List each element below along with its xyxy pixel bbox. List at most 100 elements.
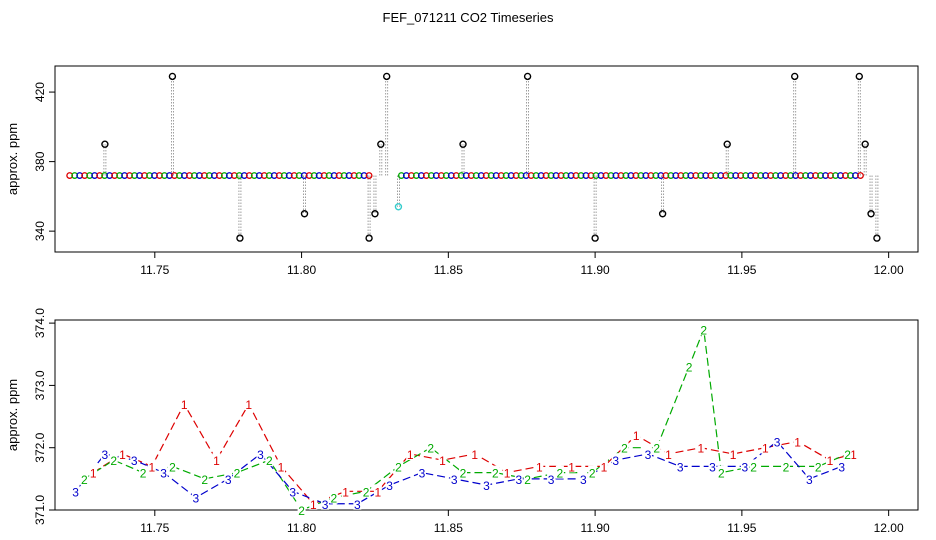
series-3-label-bg — [611, 453, 620, 467]
series-1-point: 1 — [149, 460, 156, 474]
series-2-point: 2 — [700, 323, 707, 337]
top-ytick-label: 340 — [33, 221, 47, 241]
bottom-ytick-label: 371.0 — [33, 495, 47, 525]
top-spike-point — [523, 72, 532, 81]
series-2-label-bg — [80, 471, 89, 485]
series-3-point: 3 — [289, 485, 296, 499]
series-3-label-bg — [417, 465, 426, 479]
top-axes: 11.75 11.80 11.85 11.90 11.95 12.00 340 380 420 — [33, 82, 904, 277]
bottom-ytick-label: 374.0 — [33, 308, 47, 338]
series-3-point: 3 — [548, 473, 555, 487]
series-2-point: 2 — [234, 467, 241, 481]
series-1-point: 1 — [90, 467, 97, 481]
series-2-label-bg — [139, 465, 148, 479]
series-1-point: 1 — [730, 448, 737, 462]
series-2-point: 2 — [815, 460, 822, 474]
series-3-line — [75, 440, 842, 505]
series-2-point: 2 — [169, 460, 176, 474]
bottom-xtick-label: 11.90 — [581, 521, 610, 535]
series-2-label-bg — [297, 503, 306, 516]
series-2-point: 2 — [492, 467, 499, 481]
series-2-label-bg — [749, 459, 758, 473]
bottom-ylabel: approx. ppm — [5, 379, 20, 451]
series-3-label-bg — [159, 465, 168, 479]
series-2-point: 2 — [110, 454, 117, 468]
top-spike-point — [867, 210, 875, 218]
series-1-point: 1 — [213, 454, 220, 468]
top-spike-point — [394, 203, 403, 211]
series-1-point: 1 — [181, 398, 188, 412]
series-3-point: 3 — [131, 454, 138, 468]
top-stems — [103, 76, 879, 239]
series-2-point: 2 — [718, 467, 725, 481]
series-2-point: 2 — [750, 460, 757, 474]
series-2-point: 2 — [460, 467, 467, 481]
series-3-label-bg — [482, 478, 491, 492]
series-2-label-bg — [699, 322, 708, 336]
top-spike-point — [371, 210, 379, 218]
series-1-point: 1 — [278, 460, 285, 474]
top-spike-point — [365, 234, 373, 242]
series-2-label-bg — [109, 453, 118, 467]
top-spike-point — [300, 210, 309, 218]
series-2-label-bg — [588, 465, 597, 479]
series-2-label-bg — [814, 459, 823, 473]
series-1-label-bg — [793, 434, 802, 448]
series-1-point: 1 — [665, 448, 672, 462]
series-3-point: 3 — [774, 435, 781, 449]
series-3-label-bg — [643, 446, 652, 460]
series-2-label-bg — [265, 453, 274, 467]
bottom-panel: approx. ppm 11.75 11.80 11.85 11.90 11.95 12.… — [5, 308, 919, 535]
series-2-label-bg — [362, 484, 371, 498]
top-spike-point — [168, 72, 177, 81]
series-3-label-bg — [676, 459, 685, 473]
top-spike-point — [791, 72, 799, 81]
series-3-point: 3 — [386, 479, 393, 493]
series-2-point: 2 — [621, 442, 628, 456]
bottom-ytick-label: 373.0 — [33, 370, 47, 400]
series-1-label-bg — [599, 459, 608, 473]
series-2-label-bg — [168, 459, 177, 473]
bottom-xtick-label: 11.75 — [140, 521, 169, 535]
series-2-label-bg — [843, 446, 852, 460]
series-3-point: 3 — [225, 473, 232, 487]
top-points — [66, 72, 881, 242]
series-2-label-bg — [232, 465, 241, 479]
series-3-point: 3 — [102, 448, 109, 462]
series-1-point: 1 — [471, 448, 478, 462]
series-3-label-bg — [130, 453, 139, 467]
top-spike-point — [459, 140, 467, 148]
series-1-point: 1 — [633, 429, 640, 443]
series-1-label-bg — [212, 453, 221, 467]
series-1-label-bg — [147, 459, 156, 473]
series-1-label-bg — [309, 496, 318, 510]
series-1-point: 1 — [439, 454, 446, 468]
series-1-label-bg — [535, 459, 544, 473]
chart-title: FEF_071211 CO2 Timeseries — [383, 10, 554, 25]
series-3-label-bg — [773, 434, 782, 448]
top-spike-point — [377, 140, 385, 148]
series-2-point: 2 — [331, 492, 338, 506]
top-spike-point — [236, 234, 244, 242]
top-spike-point — [873, 234, 881, 242]
series-3-label-bg — [708, 459, 717, 473]
series-3-point: 3 — [515, 473, 522, 487]
series-3-label-bg — [740, 459, 749, 473]
series-2-point: 2 — [557, 467, 564, 481]
series-3-label-bg — [321, 496, 330, 510]
series-1-label-bg — [632, 428, 641, 442]
series-3-label-bg — [100, 446, 109, 460]
series-1-point: 1 — [536, 460, 543, 474]
bottom-xtick-label: 11.95 — [727, 521, 756, 535]
series-1-label-bg — [849, 446, 858, 460]
series-2-point: 2 — [427, 442, 434, 456]
top-xtick-label: 12.00 — [874, 263, 904, 277]
series-2-label-bg — [717, 465, 726, 479]
series-1-point: 1 — [601, 460, 608, 474]
series-2-label-bg — [685, 359, 694, 373]
series-2-label-bg — [523, 471, 532, 485]
series-3-point: 3 — [419, 467, 426, 481]
bottom-xtick-label: 12.00 — [874, 521, 904, 535]
